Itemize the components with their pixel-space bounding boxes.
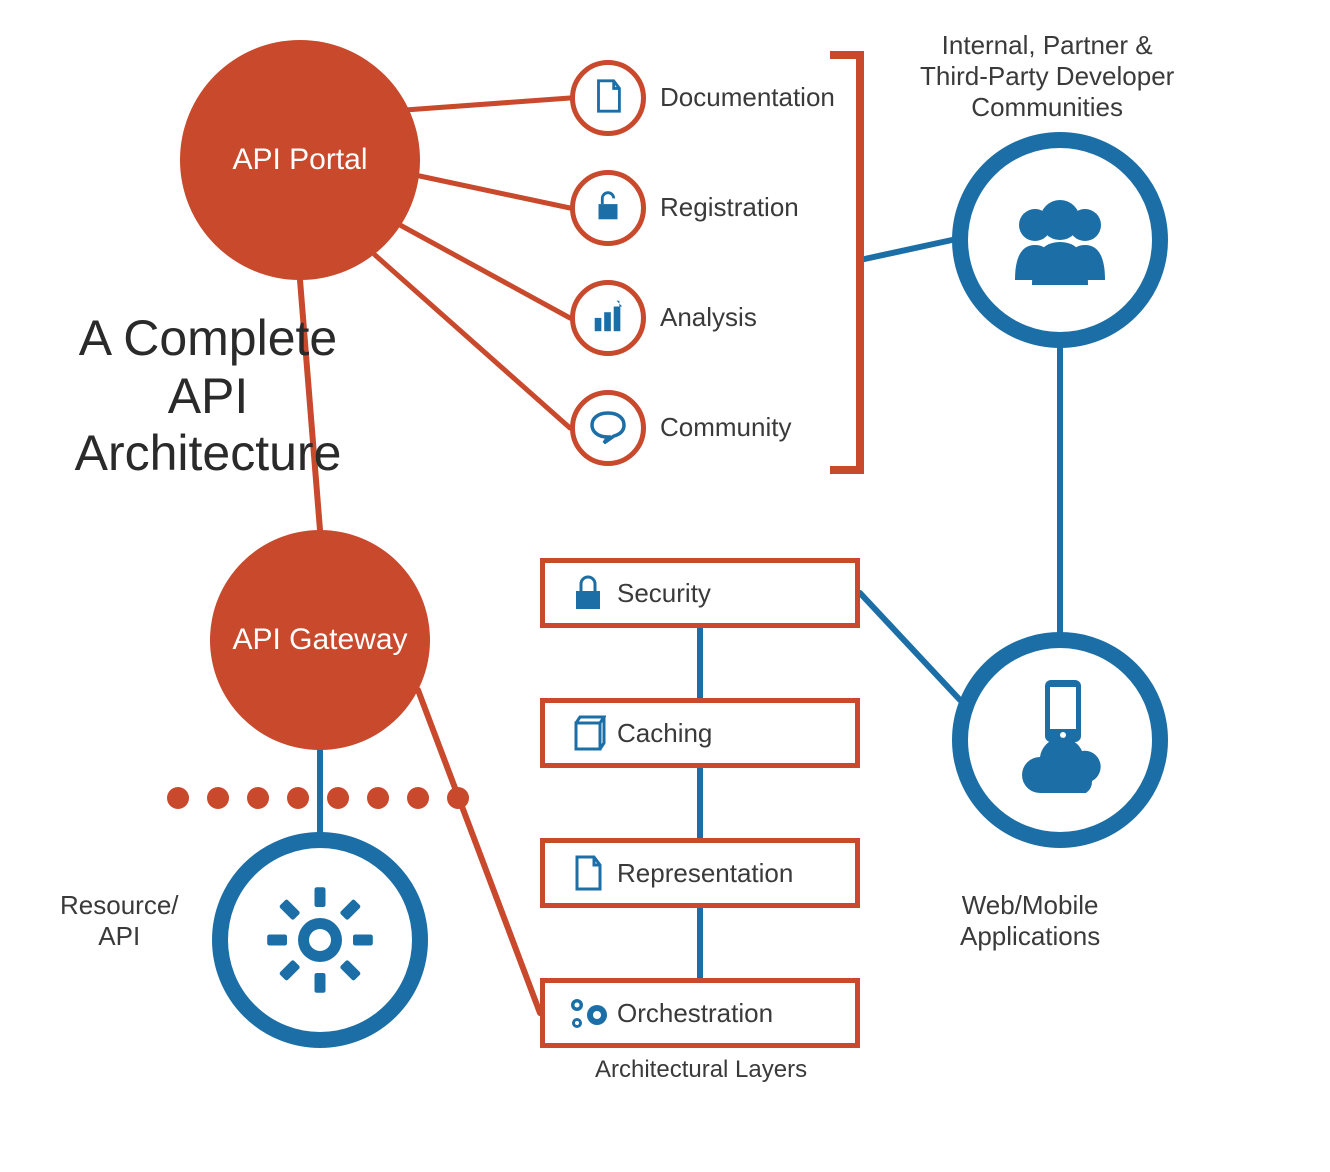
title-line3: Architecture <box>75 425 342 481</box>
portal-bracket <box>830 55 860 470</box>
edge-portal_to_doc <box>405 98 570 110</box>
representation-layer: Representation <box>540 838 860 908</box>
documentation-item <box>570 60 646 136</box>
edge-bracket_to_comm <box>860 240 952 260</box>
edge-portal_to_reg <box>415 175 570 208</box>
community-label: Community <box>660 412 791 443</box>
documentation-icon <box>589 77 627 120</box>
orchestration-icon <box>559 993 617 1033</box>
separator-dot <box>287 787 309 809</box>
security-label: Security <box>617 578 711 609</box>
communities-node <box>952 132 1168 348</box>
representation-label: Representation <box>617 858 793 889</box>
community-item <box>570 390 646 466</box>
separator-dot <box>247 787 269 809</box>
security-layer: Security <box>540 558 860 628</box>
analysis-item <box>570 280 646 356</box>
orchestration-layer: Orchestration <box>540 978 860 1048</box>
communities-label: Internal, Partner & Third-Party Develope… <box>920 30 1174 123</box>
web-mobile-node <box>952 632 1168 848</box>
title-line2: API <box>168 368 249 424</box>
people-group-icon <box>1000 190 1120 290</box>
edge-portal_to_com <box>375 255 570 428</box>
api-gateway-label: API Gateway <box>232 623 407 657</box>
caching-label: Caching <box>617 718 712 749</box>
community-icon <box>588 407 628 450</box>
title-line1: A Complete <box>79 310 337 366</box>
mobile-cloud-icon <box>1005 675 1115 805</box>
security-icon <box>559 573 617 613</box>
separator-dot <box>327 787 349 809</box>
resource-api-node <box>212 832 428 1048</box>
documentation-label: Documentation <box>660 82 835 113</box>
registration-label: Registration <box>660 192 799 223</box>
web-mobile-label: Web/Mobile Applications <box>960 890 1100 952</box>
api-portal-node: API Portal <box>180 40 420 280</box>
representation-icon <box>559 853 617 893</box>
separator-dot <box>447 787 469 809</box>
caching-layer: Caching <box>540 698 860 768</box>
separator-dot <box>207 787 229 809</box>
orchestration-label: Orchestration <box>617 998 773 1029</box>
resource-api-label: Resource/ API <box>60 890 179 952</box>
edge-portal_to_ana <box>400 225 570 318</box>
diagram-title: A Complete API Architecture <box>58 310 358 483</box>
edge-gateway_to_orchestration <box>418 690 540 1013</box>
separator-dot <box>407 787 429 809</box>
api-portal-label: API Portal <box>232 143 367 177</box>
gear-icon <box>265 885 375 995</box>
registration-icon <box>589 187 627 230</box>
architectural-layers-caption: Architectural Layers <box>595 1056 807 1084</box>
registration-item <box>570 170 646 246</box>
caching-icon <box>559 713 617 753</box>
edge-security_to_web <box>860 593 960 700</box>
analysis-label: Analysis <box>660 302 757 333</box>
separator-dot <box>167 787 189 809</box>
api-gateway-node: API Gateway <box>210 530 430 750</box>
analysis-icon <box>589 297 627 340</box>
separator-dot <box>367 787 389 809</box>
